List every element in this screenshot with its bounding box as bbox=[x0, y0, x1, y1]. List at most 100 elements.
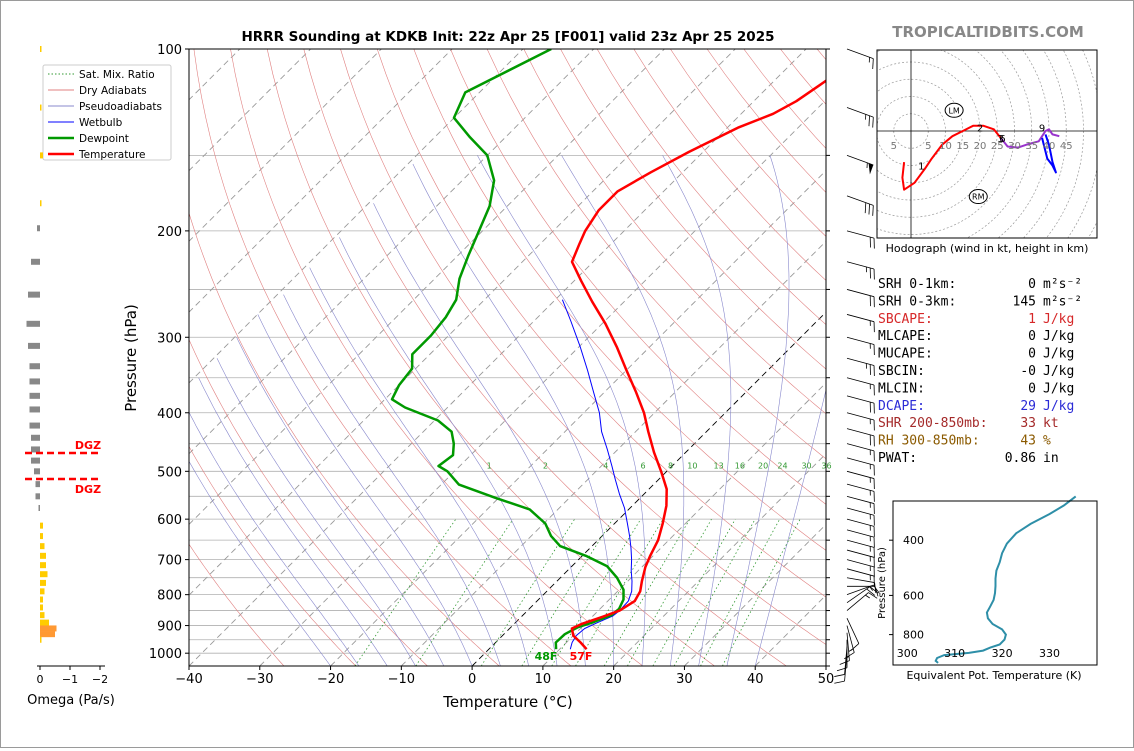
theta-e-trace bbox=[936, 496, 1076, 663]
barb-full bbox=[869, 204, 870, 214]
parameter-unit: J/kg bbox=[1043, 381, 1074, 396]
hodograph-ring-label: 5 bbox=[891, 141, 897, 152]
parameter-label: MLCAPE: bbox=[878, 329, 933, 344]
omega-bar bbox=[40, 631, 55, 637]
isotherm-line bbox=[189, 49, 806, 666]
hodograph-ring-label: 5 bbox=[925, 141, 931, 152]
wind-barb bbox=[847, 458, 874, 476]
wind-barb bbox=[847, 49, 873, 69]
dgz-label-bottom: DGZ bbox=[75, 483, 101, 496]
barb-staff bbox=[847, 496, 874, 503]
mixing-ratio-label: 6 bbox=[641, 461, 646, 470]
barb-full bbox=[873, 59, 874, 69]
parameter-label: PWAT: bbox=[878, 451, 917, 466]
x-tick-label: −10 bbox=[388, 672, 415, 687]
omega-bar bbox=[30, 423, 41, 429]
omega-axis-label: Omega (Pa/s) bbox=[27, 693, 115, 708]
omega-bar bbox=[40, 612, 45, 618]
barb-staff bbox=[847, 155, 873, 165]
x-tick-label: 50 bbox=[818, 672, 835, 687]
omega-bar bbox=[40, 620, 49, 626]
mixing-ratio-label: 24 bbox=[777, 461, 787, 470]
parameter-unit: m²s⁻² bbox=[1043, 277, 1082, 292]
y-tick-label: 500 bbox=[157, 465, 182, 480]
barb-full bbox=[840, 661, 850, 665]
parameter-unit: J/kg bbox=[1043, 312, 1074, 327]
parameter-value: -0 bbox=[1020, 364, 1036, 379]
hodograph-height-label: 9 bbox=[1039, 124, 1045, 135]
barb-staff bbox=[847, 196, 873, 206]
wind-barb bbox=[847, 530, 874, 548]
parameter-label: MLCIN: bbox=[878, 381, 925, 396]
parameter-value: 0 bbox=[1028, 347, 1036, 362]
barb-staff bbox=[847, 396, 874, 403]
mixing-ratio-label: 30 bbox=[801, 461, 811, 470]
parameter-value: 1 bbox=[1028, 312, 1036, 327]
mixing-ratio-line bbox=[576, 519, 664, 666]
parameter-unit: J/kg bbox=[1043, 329, 1074, 344]
wind-barb bbox=[847, 358, 874, 376]
barb-staff bbox=[847, 444, 874, 451]
pseudoadiabat-line bbox=[339, 237, 557, 666]
barb-staff bbox=[847, 231, 874, 238]
hodograph-height-label: 6 bbox=[999, 134, 1005, 145]
storm-motion-label: LM bbox=[948, 106, 959, 115]
parameter-value: 145 bbox=[1013, 294, 1036, 309]
omega-bar bbox=[40, 625, 57, 631]
omega-bar bbox=[40, 152, 43, 158]
skewt-series bbox=[392, 49, 870, 649]
wind-barb bbox=[847, 471, 874, 489]
x-tick-label: 40 bbox=[747, 672, 764, 687]
x-tick-label: 0 bbox=[468, 672, 476, 687]
theta-e-line bbox=[936, 496, 1076, 663]
mixing-ratio-line bbox=[653, 519, 735, 666]
hodograph-ring-label: 40 bbox=[1043, 141, 1056, 152]
parameter-unit: m²s⁻² bbox=[1043, 294, 1082, 309]
omega-bar bbox=[40, 562, 46, 568]
parameter-unit: in bbox=[1043, 451, 1059, 466]
omega-bar bbox=[40, 588, 45, 594]
omega-bar bbox=[30, 406, 41, 412]
x-tick-label: 30 bbox=[676, 672, 693, 687]
parameter-label: DCAPE: bbox=[878, 399, 925, 414]
omega-bar bbox=[40, 105, 42, 111]
x-axis-label: Temperature (°C) bbox=[442, 693, 572, 711]
mixing-ratio-label: 8 bbox=[668, 461, 673, 470]
wind-barb bbox=[847, 155, 873, 174]
wind-barb bbox=[847, 484, 874, 502]
barb-flag bbox=[869, 163, 874, 174]
hodograph-caption: Hodograph (wind in kt, height in km) bbox=[886, 242, 1089, 255]
omega-bar bbox=[40, 523, 43, 529]
legend-label: Pseudoadiabats bbox=[79, 101, 162, 113]
theta-e-x-tick-label: 330 bbox=[1039, 647, 1060, 660]
omega-bar bbox=[31, 458, 40, 464]
parameter-unit: kt bbox=[1043, 416, 1059, 431]
hodograph-ring-label: 15 bbox=[956, 141, 969, 152]
y-tick-label: 1000 bbox=[149, 647, 182, 662]
parameter-label: SBCAPE: bbox=[878, 312, 933, 327]
isotherm-line bbox=[331, 49, 948, 666]
wind-barb bbox=[847, 196, 873, 216]
x-tick-label: 10 bbox=[535, 672, 552, 687]
omega-bar bbox=[36, 481, 41, 487]
omega-bar bbox=[30, 393, 41, 399]
surface-temperature-label: 57F bbox=[570, 650, 593, 663]
theta-e-x-tick-label: 320 bbox=[992, 647, 1013, 660]
barb-staff bbox=[847, 49, 873, 59]
omega-bar bbox=[36, 493, 41, 499]
omega-bar bbox=[28, 343, 40, 349]
parameter-value: 33 bbox=[1020, 416, 1036, 431]
barb-staff bbox=[847, 458, 874, 465]
mixing-ratio-label: 20 bbox=[758, 461, 768, 470]
skewt-frame bbox=[189, 49, 826, 666]
theta-e-y-tick-label: 600 bbox=[903, 589, 924, 602]
parameter-label: RH 300-850mb: bbox=[878, 434, 980, 449]
omega-ticks: 0−1−2 bbox=[37, 666, 109, 686]
isotherm-line bbox=[260, 49, 877, 666]
pseudoadiabat-line bbox=[217, 358, 416, 666]
mixing-ratio-line bbox=[722, 519, 800, 666]
